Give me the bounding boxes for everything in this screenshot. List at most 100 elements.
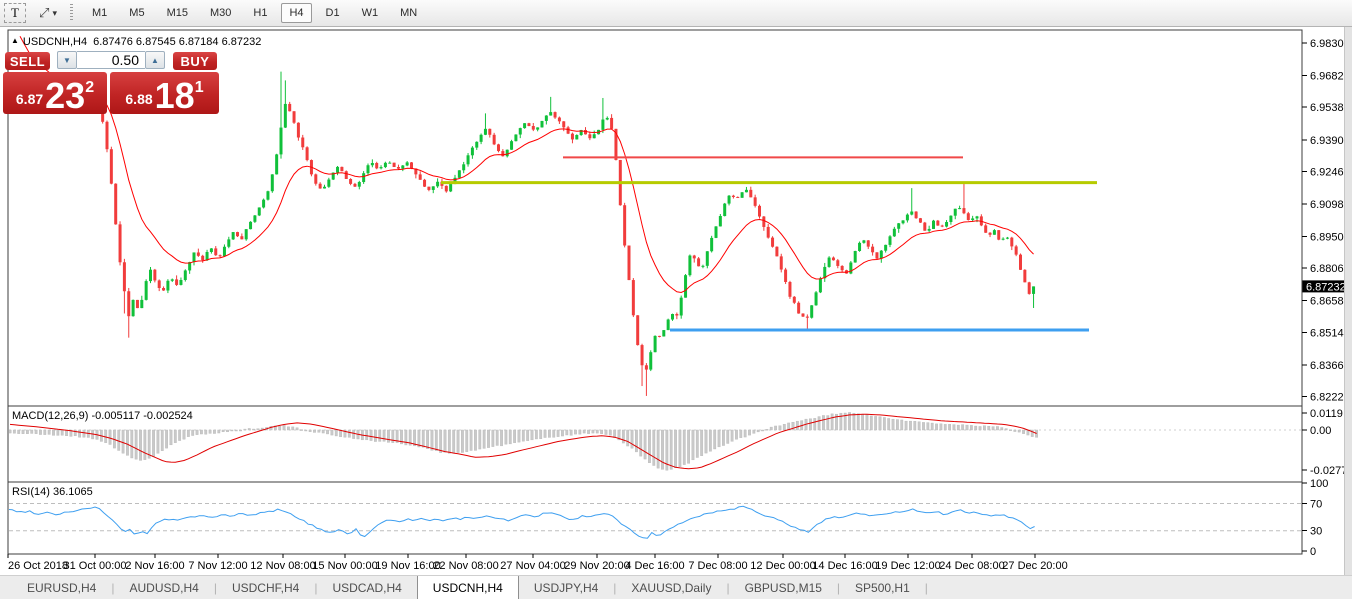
tab-separator: | <box>213 580 217 595</box>
timeline-label: 27 Dec 20:00 <box>1002 560 1067 572</box>
timeframe-button-m1[interactable]: M1 <box>92 7 108 19</box>
price-tick-label: 6.83660 <box>1310 360 1350 372</box>
collapse-triangle-icon[interactable]: ▲ <box>11 36 19 45</box>
dropdown-caret-icon[interactable]: ▾ <box>52 7 57 18</box>
timeline-label: 31 Oct 00:00 <box>64 560 127 572</box>
tab-separator: | <box>314 580 318 595</box>
timeframe-button-m30[interactable]: M30 <box>209 7 232 19</box>
tab-usdcad-h4[interactable]: USDCAD,H4 <box>332 580 402 595</box>
price-tick-label: 6.88060 <box>1310 263 1350 275</box>
buy-price-main: 18 <box>154 75 195 116</box>
one-click-trading-panel: SELL ▼ ▲ BUY 6.87 23 2 6.88 18 1 <box>3 51 219 114</box>
timeline-label: 12 Nov 08:00 <box>250 560 315 572</box>
timeline-label: 4 Dec 16:00 <box>625 560 684 572</box>
sell-price-pips: 2 <box>85 79 95 96</box>
timeline-label: 12 Dec 00:00 <box>750 560 815 572</box>
price-tick-label: 6.90980 <box>1310 199 1350 211</box>
tab-usdcnh-h4[interactable]: USDCNH,H4 <box>416 576 519 599</box>
timeframe-button-h4[interactable]: H4 <box>281 3 312 23</box>
cursor-arrows-button[interactable]: ⤢ ▾ <box>38 3 58 23</box>
ma-line <box>19 35 1034 294</box>
timeline-label: 19 Dec 12:00 <box>875 560 940 572</box>
rsi-axis-label: 70 <box>1310 499 1322 511</box>
price-tick-label: 6.82220 <box>1310 392 1350 404</box>
price-tick-label: 6.95380 <box>1310 102 1350 114</box>
timeframe-button-d1[interactable]: D1 <box>325 7 340 19</box>
rsi-panel-content <box>9 503 1301 539</box>
tab-separator: | <box>111 580 115 595</box>
macd-label: MACD(12,26,9) -0.005117 -0.002524 <box>12 410 193 422</box>
timeline-label: 7 Nov 12:00 <box>188 560 247 572</box>
top-toolbar: T ⤢ ▾ M1 M5 M15 M30 H1 H4 D1 W1 MN <box>0 0 1352 27</box>
price-tick-label: 6.89500 <box>1310 232 1350 244</box>
timeline-label: 14 Dec 16:00 <box>812 560 877 572</box>
timeframe-button-w1[interactable]: W1 <box>361 7 379 19</box>
tab-usdchf-h4[interactable]: USDCHF,H4 <box>231 580 300 595</box>
timeline-label: 26 Oct 2018 <box>8 560 68 572</box>
macd-axis-label: 0.0119 <box>1310 408 1343 420</box>
vertical-scroll-strip[interactable] <box>1344 27 1352 599</box>
price-tick-label: 6.92460 <box>1310 166 1350 178</box>
price-tick-label: 6.98300 <box>1310 38 1350 50</box>
buy-price-prefix: 6.88 <box>125 91 153 107</box>
timeframe-button-m5[interactable]: M5 <box>129 7 145 19</box>
tab-eurusd-h4[interactable]: EURUSD,H4 <box>27 580 97 595</box>
timeframe-button-m15[interactable]: M15 <box>166 7 188 19</box>
tab-usdjpy-h4[interactable]: USDJPY,H4 <box>533 580 599 595</box>
timeframe-button-mn[interactable]: MN <box>400 7 418 19</box>
toolbar-grip-separator <box>70 4 73 22</box>
tab-audusd-h4[interactable]: AUDUSD,H4 <box>129 580 199 595</box>
tab-gbpusd-m15[interactable]: GBPUSD,M15 <box>744 580 822 595</box>
macd-histogram <box>9 412 1301 471</box>
timeline-label: 29 Nov 20:00 <box>564 560 629 572</box>
candlestick-series <box>18 71 1036 396</box>
macd-axis-label: -0.027754 <box>1310 465 1352 477</box>
ohlc-values: 6.87476 6.87545 6.87184 6.87232 <box>93 36 262 48</box>
rsi-axis-label: 100 <box>1310 478 1328 490</box>
tab-separator: | <box>836 580 841 595</box>
chart-area[interactable]: 6.98300 6.96820 6.95380 6.93900 6.92460 6.909… <box>0 0 1352 575</box>
tab-bar-spacer <box>0 576 12 599</box>
current-price-tag <box>1302 280 1349 293</box>
symbol-period-label: USDCNH,H4 <box>22 36 88 48</box>
buy-price-pips: 1 <box>194 79 204 96</box>
timeline-label: 2 Nov 16:00 <box>125 560 184 572</box>
sell-price-box[interactable]: 6.87 23 2 <box>3 72 107 114</box>
current-price-value: 6.87232 <box>1306 281 1346 293</box>
tab-separator: | <box>726 580 730 595</box>
price-tick-label: 6.85140 <box>1310 327 1350 339</box>
tab-separator: | <box>613 580 617 595</box>
price-tick-label: 6.86580 <box>1310 296 1350 308</box>
buy-button[interactable]: BUY <box>173 52 217 70</box>
volume-increase-button[interactable]: ▲ <box>145 51 165 69</box>
timeline-label: 19 Nov 16:00 <box>375 560 440 572</box>
price-tick-label: 6.96820 <box>1310 71 1350 83</box>
rsi-axis-label: 0 <box>1310 546 1316 558</box>
diagonal-arrows-icon: ⤢ <box>39 5 50 20</box>
panel-bg-2 <box>8 482 1302 554</box>
tab-separator: | <box>924 580 928 595</box>
macd-axis-label: 0.00 <box>1310 425 1331 437</box>
text-tool-button[interactable]: T <box>4 3 26 23</box>
buy-price-box[interactable]: 6.88 18 1 <box>110 72 219 114</box>
tab-sp500-h1[interactable]: SP500,H1 <box>855 580 910 595</box>
volume-input[interactable] <box>77 51 145 69</box>
chart-tab-bar: EURUSD,H4 | AUDUSD,H4 | USDCHF,H4 | USDCAD,H4 U… <box>0 575 1352 599</box>
sell-price-prefix: 6.87 <box>15 91 44 107</box>
timeline-label: 24 Dec 08:00 <box>939 560 1004 572</box>
price-tick-label: 6.93900 <box>1310 135 1350 147</box>
sell-price-main: 23 <box>45 75 86 116</box>
rsi-label: RSI(14) 36.1065 <box>12 486 93 498</box>
timeline-label: 15 Nov 00:00 <box>312 560 377 572</box>
timeline-label: 27 Nov 04:00 <box>500 560 565 572</box>
timeline-label: 22 Nov 08:00 <box>433 560 498 572</box>
timeframe-button-group: M1 M5 M15 M30 H1 H4 D1 W1 MN <box>81 3 428 23</box>
sell-button[interactable]: SELL <box>5 52 50 70</box>
rsi-axis-label: 30 <box>1310 526 1322 538</box>
chart-title: ▲ USDCNH,H4 6.87476 6.87545 6.87184 6.8723… <box>11 36 261 48</box>
timeframe-button-h1[interactable]: H1 <box>253 7 268 19</box>
tab-xauusd-daily[interactable]: XAUUSD,Daily <box>631 580 712 595</box>
volume-decrease-button[interactable]: ▼ <box>57 51 77 69</box>
timeline-label: 7 Dec 08:00 <box>688 560 747 572</box>
macd-signal-line <box>9 413 1037 470</box>
